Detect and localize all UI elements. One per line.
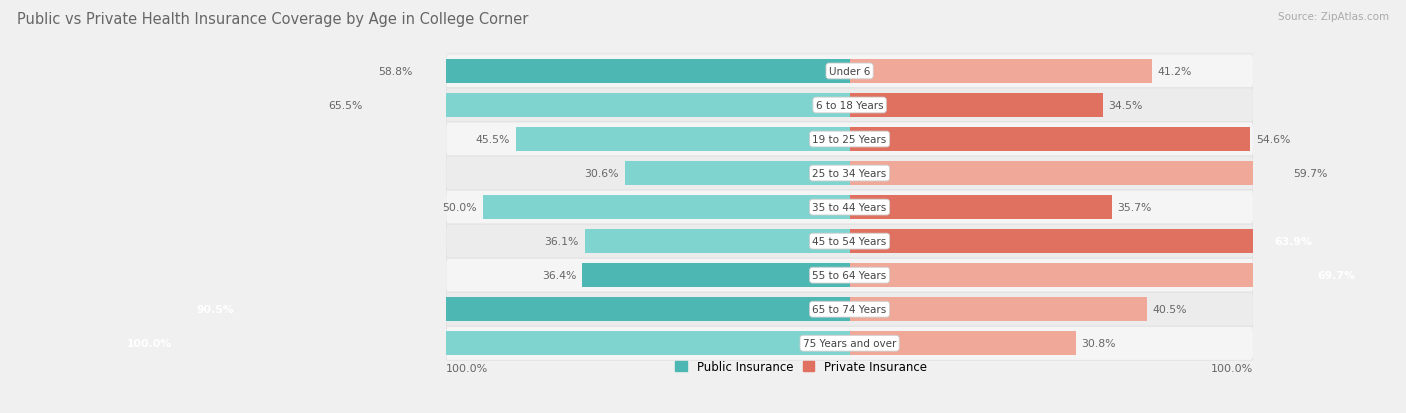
Bar bbox=[849, 128, 1250, 152]
Text: 63.9%: 63.9% bbox=[1275, 237, 1313, 247]
FancyBboxPatch shape bbox=[446, 55, 1253, 89]
Text: Public vs Private Health Insurance Coverage by Age in College Corner: Public vs Private Health Insurance Cover… bbox=[17, 12, 529, 27]
FancyBboxPatch shape bbox=[446, 259, 1253, 292]
Text: 41.2%: 41.2% bbox=[1159, 67, 1192, 77]
Bar bbox=[626, 161, 849, 186]
Text: 36.1%: 36.1% bbox=[544, 237, 579, 247]
Text: 54.6%: 54.6% bbox=[1256, 135, 1291, 145]
Text: 19 to 25 Years: 19 to 25 Years bbox=[813, 135, 887, 145]
Text: 75 Years and over: 75 Years and over bbox=[803, 338, 896, 349]
Bar bbox=[368, 93, 849, 118]
Text: 40.5%: 40.5% bbox=[1153, 304, 1187, 314]
Bar bbox=[582, 263, 849, 288]
Text: 58.8%: 58.8% bbox=[378, 67, 412, 77]
Bar bbox=[482, 195, 849, 220]
Bar bbox=[849, 297, 1147, 322]
Text: 35.7%: 35.7% bbox=[1118, 203, 1152, 213]
Text: 6 to 18 Years: 6 to 18 Years bbox=[815, 101, 883, 111]
Text: 59.7%: 59.7% bbox=[1294, 169, 1329, 178]
Bar bbox=[115, 331, 849, 356]
Bar bbox=[849, 331, 1076, 356]
FancyBboxPatch shape bbox=[446, 225, 1253, 259]
Bar bbox=[418, 59, 849, 84]
FancyBboxPatch shape bbox=[446, 157, 1253, 191]
Bar bbox=[849, 161, 1288, 186]
Text: Under 6: Under 6 bbox=[830, 67, 870, 77]
Text: 55 to 64 Years: 55 to 64 Years bbox=[813, 271, 887, 280]
Bar bbox=[585, 229, 849, 254]
Text: 35 to 44 Years: 35 to 44 Years bbox=[813, 203, 887, 213]
FancyBboxPatch shape bbox=[446, 326, 1253, 361]
Bar bbox=[849, 93, 1102, 118]
Bar bbox=[849, 229, 1319, 254]
Text: 30.8%: 30.8% bbox=[1081, 338, 1116, 349]
Legend: Public Insurance, Private Insurance: Public Insurance, Private Insurance bbox=[671, 355, 932, 377]
Text: 25 to 34 Years: 25 to 34 Years bbox=[813, 169, 887, 178]
Text: 100.0%: 100.0% bbox=[446, 363, 488, 373]
Text: 45 to 54 Years: 45 to 54 Years bbox=[813, 237, 887, 247]
Text: 30.6%: 30.6% bbox=[585, 169, 619, 178]
Text: 34.5%: 34.5% bbox=[1109, 101, 1143, 111]
Text: 90.5%: 90.5% bbox=[197, 304, 233, 314]
FancyBboxPatch shape bbox=[446, 89, 1253, 123]
Text: 36.4%: 36.4% bbox=[543, 271, 576, 280]
Bar bbox=[849, 263, 1361, 288]
Bar bbox=[186, 297, 849, 322]
Bar bbox=[516, 128, 849, 152]
Text: 50.0%: 50.0% bbox=[441, 203, 477, 213]
Text: 45.5%: 45.5% bbox=[475, 135, 510, 145]
FancyBboxPatch shape bbox=[446, 292, 1253, 326]
FancyBboxPatch shape bbox=[446, 123, 1253, 157]
Text: 65 to 74 Years: 65 to 74 Years bbox=[813, 304, 887, 314]
Text: 100.0%: 100.0% bbox=[127, 338, 172, 349]
FancyBboxPatch shape bbox=[446, 191, 1253, 225]
Text: 100.0%: 100.0% bbox=[1211, 363, 1253, 373]
Bar bbox=[849, 59, 1152, 84]
Text: 69.7%: 69.7% bbox=[1317, 271, 1355, 280]
Bar bbox=[849, 195, 1112, 220]
Text: Source: ZipAtlas.com: Source: ZipAtlas.com bbox=[1278, 12, 1389, 22]
Text: 65.5%: 65.5% bbox=[329, 101, 363, 111]
